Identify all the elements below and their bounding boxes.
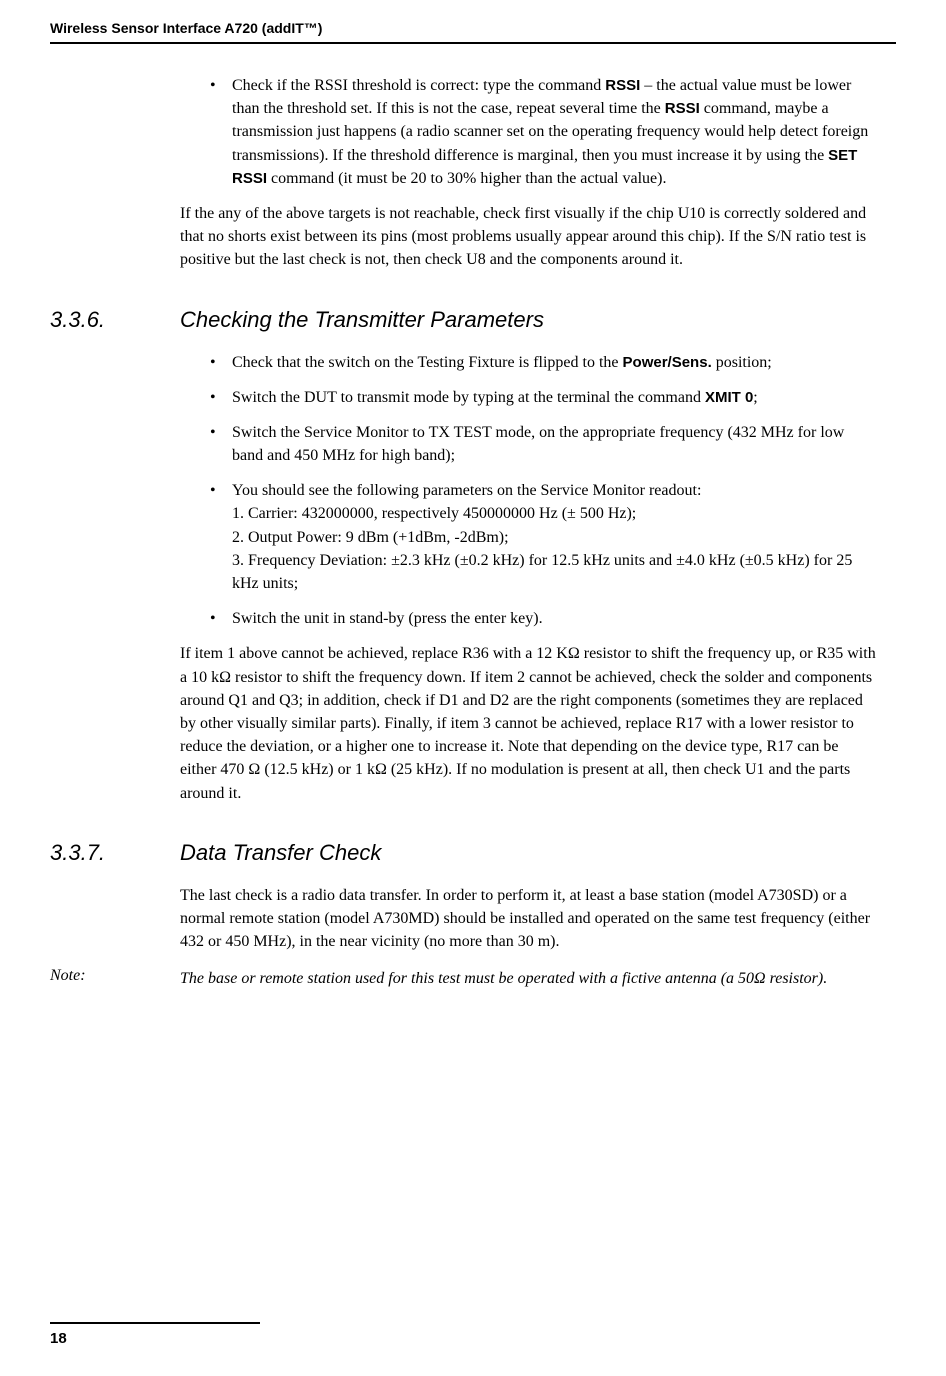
note-label: Note: [50,967,86,985]
intro-bullet-item: Check if the RSSI threshold is correct: … [210,74,876,190]
bullet-main-line: You should see the following parameters … [232,479,876,502]
section-336-paragraph: If item 1 above cannot be achieved, repl… [180,642,876,804]
bullet-item: You should see the following parameters … [210,479,876,595]
section-337-heading: 3.3.7. Data Transfer Check [180,840,876,866]
page-header: Wireless Sensor Interface A720 (addIT™) [50,20,896,44]
header-title: Wireless Sensor Interface A720 (addIT™) [50,20,322,36]
bullet-item: Switch the unit in stand-by (press the e… [210,607,876,630]
command-rssi: RSSI [605,77,640,94]
command-xmit: XMIT 0 [705,389,753,406]
section-title: Data Transfer Check [180,840,381,865]
bullet-item: Switch the Service Monitor to TX TEST mo… [210,421,876,467]
text-fragment: Check that the switch on the Testing Fix… [232,354,623,371]
bullet-sub-line: 2. Output Power: 9 dBm (+1dBm, -2dBm); [232,526,876,549]
page-footer: 18 [50,1322,896,1348]
footer-divider [50,1322,260,1324]
section-336-bullets: Check that the switch on the Testing Fix… [210,351,876,631]
intro-bullet-list: Check if the RSSI threshold is correct: … [210,74,876,190]
note-text: The base or remote station used for this… [180,967,876,990]
section-title: Checking the Transmitter Parameters [180,307,544,332]
command-rssi: RSSI [665,100,700,117]
bullet-item: Switch the DUT to transmit mode by typin… [210,386,876,409]
bullet-item: Check that the switch on the Testing Fix… [210,351,876,374]
text-fragment: ; [753,389,757,406]
text-fragment: Check if the RSSI threshold is correct: … [232,77,605,94]
text-fragment: command (it must be 20 to 30% higher tha… [267,170,666,187]
text-fragment: position; [712,354,772,371]
bullet-sub-line: 3. Frequency Deviation: ±2.3 kHz (±0.2 k… [232,549,876,595]
note-row: Note: The base or remote station used fo… [180,967,876,990]
label-power-sens: Power/Sens. [623,354,712,371]
content-area: Check if the RSSI threshold is correct: … [180,74,876,990]
section-number: 3.3.7. [50,840,105,866]
bullet-sub-line: 1. Carrier: 432000000, respectively 4500… [232,502,876,525]
section-number: 3.3.6. [50,307,105,333]
page-number: 18 [50,1330,67,1347]
text-fragment: Switch the DUT to transmit mode by typin… [232,389,705,406]
section-337-paragraph: The last check is a radio data transfer.… [180,884,876,954]
section-336-heading: 3.3.6. Checking the Transmitter Paramete… [180,307,876,333]
intro-paragraph: If the any of the above targets is not r… [180,202,876,272]
